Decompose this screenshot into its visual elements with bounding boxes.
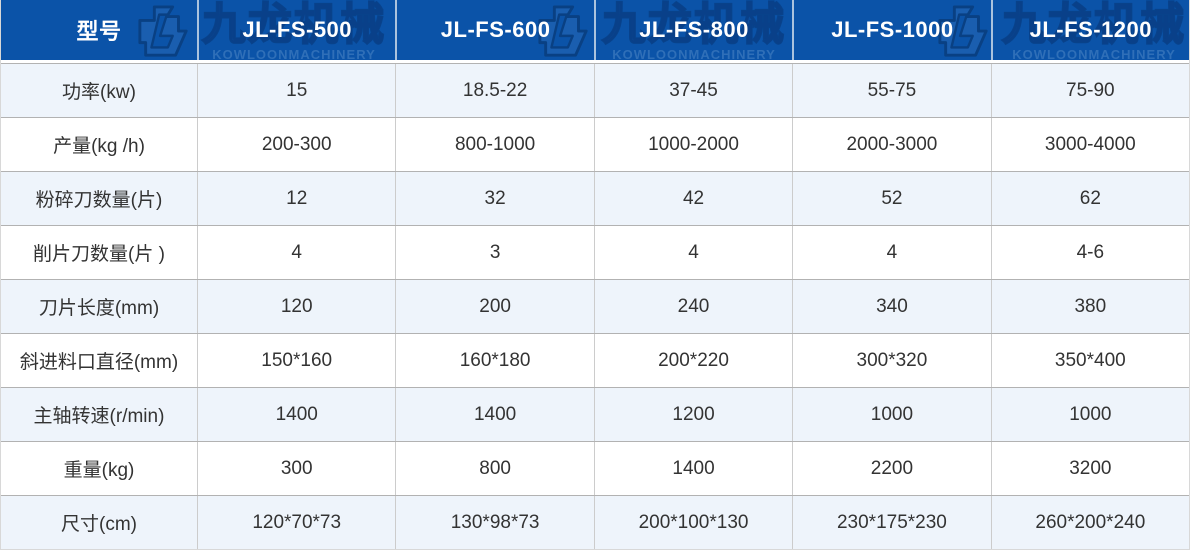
spec-value: 340 [792, 280, 990, 333]
spec-value: 18.5-22 [395, 64, 593, 117]
table-row-chipping-blades: 削片刀数量(片 ) 4 3 4 4 4-6 [1, 225, 1189, 279]
spec-value: 130*98*73 [395, 496, 593, 549]
row-label: 功率(kw) [62, 82, 136, 103]
spec-value: 800-1000 [395, 118, 593, 171]
spec-value: 1400 [197, 388, 395, 441]
spec-value: 4-6 [990, 226, 1189, 279]
spec-value: 240 [593, 280, 792, 333]
spec-value: 4 [197, 226, 395, 279]
spec-value: 32 [395, 172, 593, 225]
row-label: 重量(kg) [63, 460, 135, 481]
row-label: 粉碎刀数量(片) [35, 190, 163, 211]
table-row-dimensions: 尺寸(cm) 120*70*73 130*98*73 200*100*130 2… [1, 495, 1189, 549]
spec-value: 52 [792, 172, 990, 225]
spec-value: 120*70*73 [197, 496, 395, 549]
spec-value: 150*160 [197, 334, 395, 387]
table-row-crushing-blades: 粉碎刀数量(片) 12 32 42 52 62 [1, 171, 1189, 225]
spec-value: 75-90 [990, 64, 1189, 117]
spec-value: 1200 [593, 388, 792, 441]
spec-value: 2200 [792, 442, 990, 495]
spec-value: 230*175*230 [792, 496, 990, 549]
spec-value: 15 [197, 64, 395, 117]
spec-value: 3200 [990, 442, 1189, 495]
spec-value: 4 [792, 226, 990, 279]
spec-value: 200 [395, 280, 593, 333]
spec-value: 1400 [593, 442, 792, 495]
table-row-inlet-diameter: 斜进料口直径(mm) 150*160 160*180 200*220 300*3… [1, 333, 1189, 387]
spec-value: 300 [197, 442, 395, 495]
table-row-blade-length: 刀片长度(mm) 120 200 240 340 380 [1, 279, 1189, 333]
spec-value: 300*320 [792, 334, 990, 387]
row-label: 产量(kg /h) [53, 136, 145, 157]
spec-value: 120 [197, 280, 395, 333]
spec-value: 1000-2000 [593, 118, 792, 171]
spec-value: 1000 [990, 388, 1189, 441]
spec-value: 2000-3000 [792, 118, 990, 171]
table-row-power: 功率(kw) 15 18.5-22 37-45 55-75 75-90 [1, 63, 1189, 117]
spec-value: 3 [395, 226, 593, 279]
spec-value: 160*180 [395, 334, 593, 387]
header-cell-jl-fs-1000: JL-FS-1000 [792, 0, 990, 60]
table-header-row: 九龙机械 KOWLOONMACHINERY 九龙机械 KOWLOONMACHIN… [1, 0, 1189, 63]
row-label: 削片刀数量(片 ) [33, 244, 165, 265]
header-cell-jl-fs-800: JL-FS-800 [593, 0, 792, 60]
spec-value: 12 [197, 172, 395, 225]
spec-value: 55-75 [792, 64, 990, 117]
spec-value: 62 [990, 172, 1189, 225]
header-cell-jl-fs-600: JL-FS-600 [395, 0, 593, 60]
table-row-spindle-speed: 主轴转速(r/min) 1400 1400 1200 1000 1000 [1, 387, 1189, 441]
spec-value: 37-45 [593, 64, 792, 117]
table-row-weight: 重量(kg) 300 800 1400 2200 3200 [1, 441, 1189, 495]
row-label: 刀片长度(mm) [38, 298, 160, 319]
table-row-capacity: 产量(kg /h) 200-300 800-1000 1000-2000 200… [1, 117, 1189, 171]
spec-value: 200*100*130 [593, 496, 792, 549]
spec-value: 200*220 [593, 334, 792, 387]
header-cell-jl-fs-500: JL-FS-500 [197, 0, 395, 60]
spec-value: 800 [395, 442, 593, 495]
spec-value: 380 [990, 280, 1189, 333]
spec-value: 42 [593, 172, 792, 225]
spec-value: 4 [593, 226, 792, 279]
spec-value: 350*400 [990, 334, 1189, 387]
row-label: 尺寸(cm) [61, 514, 137, 535]
spec-value: 3000-4000 [990, 118, 1189, 171]
spec-value: 1400 [395, 388, 593, 441]
spec-value: 1000 [792, 388, 990, 441]
header-cell-model: 型号 [76, 19, 122, 44]
spec-value: 260*200*240 [990, 496, 1189, 549]
row-label: 斜进料口直径(mm) [19, 352, 179, 373]
spec-value: 200-300 [197, 118, 395, 171]
row-label: 主轴转速(r/min) [33, 406, 165, 427]
header-cell-jl-fs-1200: JL-FS-1200 [990, 0, 1189, 60]
